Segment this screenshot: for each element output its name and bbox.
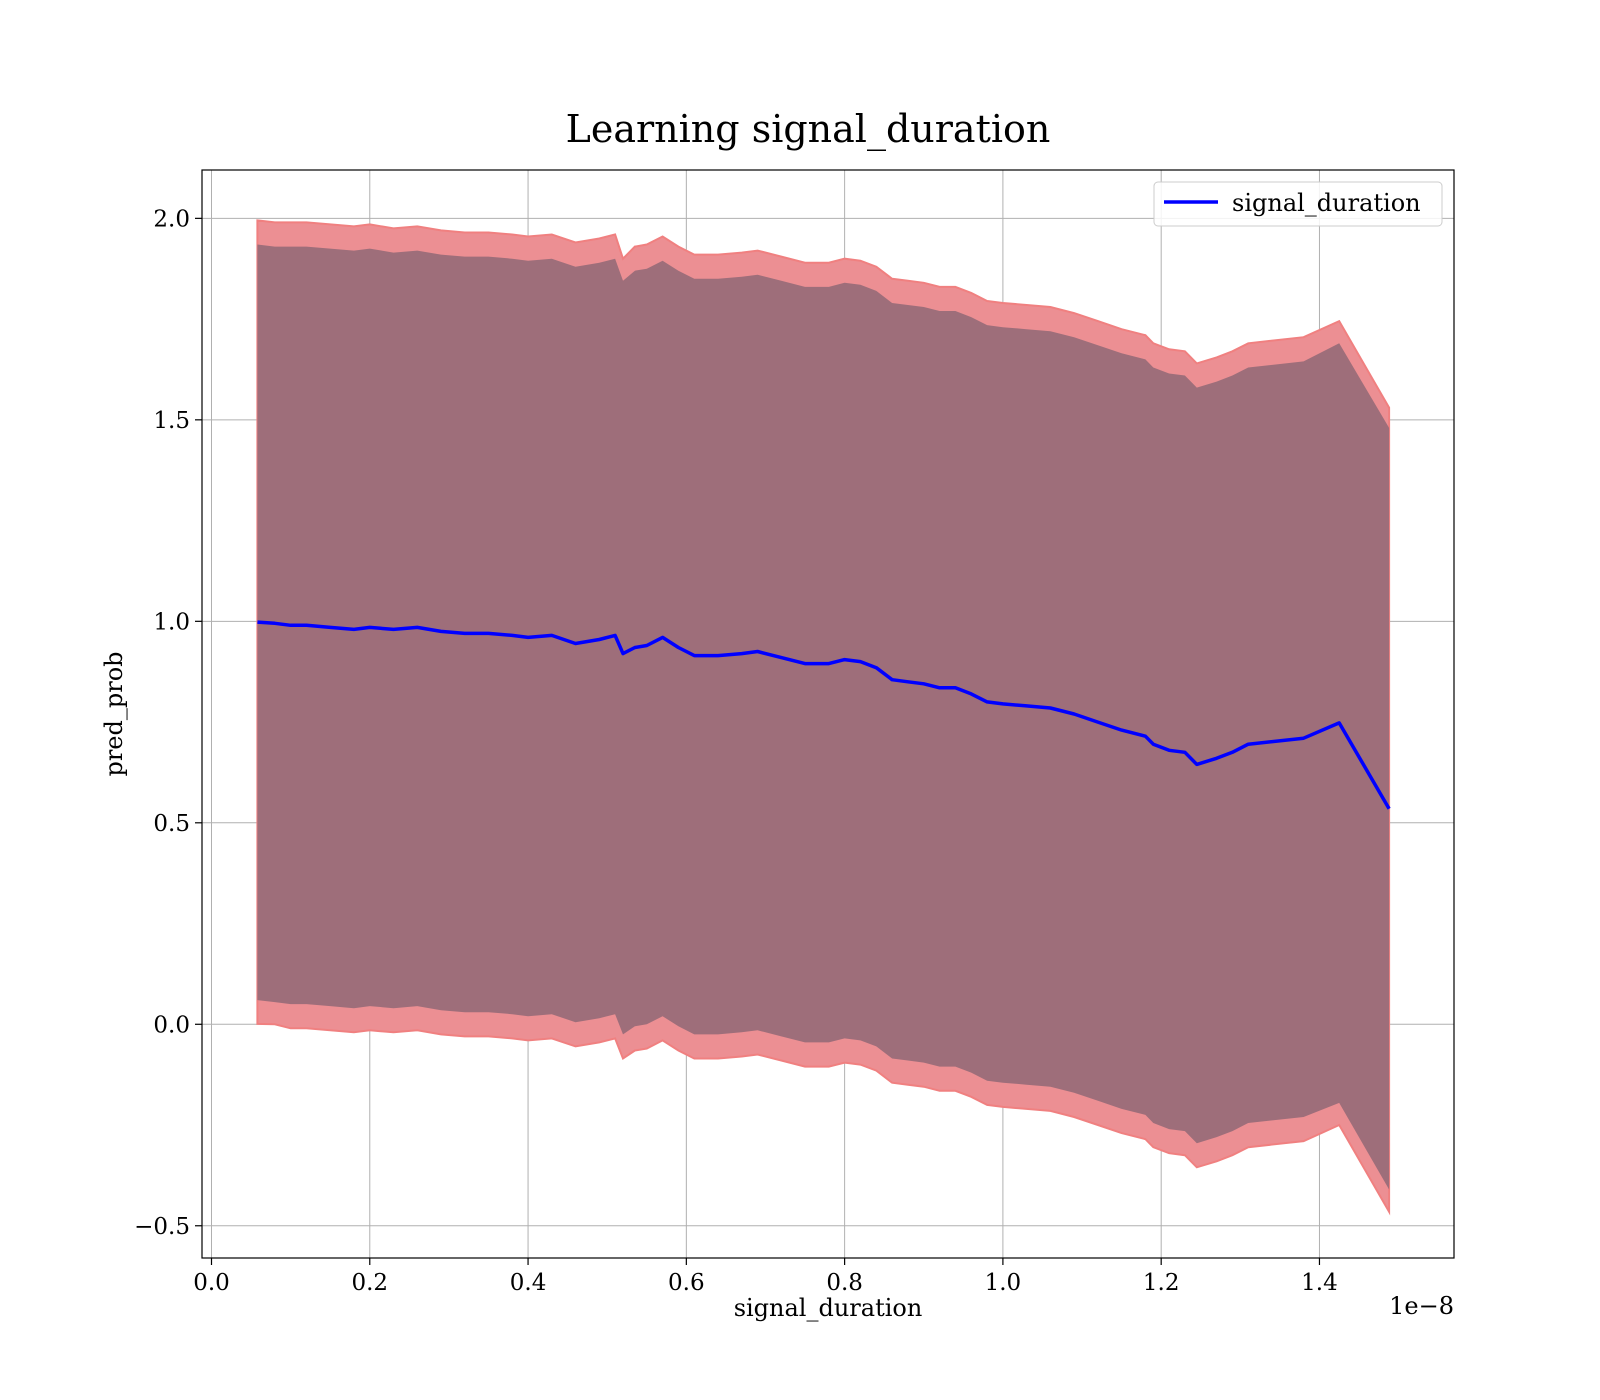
x-tick-label-4: 0.8	[826, 1270, 863, 1296]
y-tick-label-4: 1.5	[153, 408, 190, 434]
confidence-bands	[256, 219, 1391, 1216]
chart-title: Learning signal_duration	[566, 107, 1051, 152]
axis-ticks: 0.0 0.2 0.4 0.6 0.8 1.0 1.2 1.4 −0.5 0.0 0.5 1.0 1.5…	[134, 206, 1338, 1296]
legend-label: signal_duration	[1232, 189, 1421, 217]
y-tick-label-3: 1.0	[153, 609, 190, 635]
legend: signal_duration	[1153, 181, 1443, 227]
axes-frame	[201, 169, 1455, 1259]
x-tick-label-6: 1.2	[1143, 1270, 1180, 1296]
plot-frame	[201, 169, 1455, 1259]
x-tick-label-1: 0.2	[351, 1270, 388, 1296]
x-tick-label-7: 1.4	[1301, 1270, 1338, 1296]
y-tick-label-1: 0.0	[153, 1012, 190, 1038]
y-tick-label-0: −0.5	[134, 1214, 190, 1240]
x-tick-label-3: 0.6	[668, 1270, 705, 1296]
x-axis-label: signal_duration	[734, 1294, 923, 1322]
y-tick-label-5: 2.0	[153, 206, 190, 232]
y-axis-label: pred_prob	[100, 651, 128, 776]
inner-confidence-band	[257, 244, 1390, 1190]
series-lines	[257, 620, 1391, 810]
series-line-0	[257, 620, 1391, 810]
x-tick-label-2: 0.4	[510, 1270, 547, 1296]
y-tick-label-2: 0.5	[153, 811, 190, 837]
x-tick-label-0: 0.0	[193, 1270, 230, 1296]
x-axis-offset-text: 1e−8	[1389, 1292, 1454, 1320]
x-tick-label-5: 1.0	[985, 1270, 1022, 1296]
legend-box	[1153, 181, 1443, 227]
